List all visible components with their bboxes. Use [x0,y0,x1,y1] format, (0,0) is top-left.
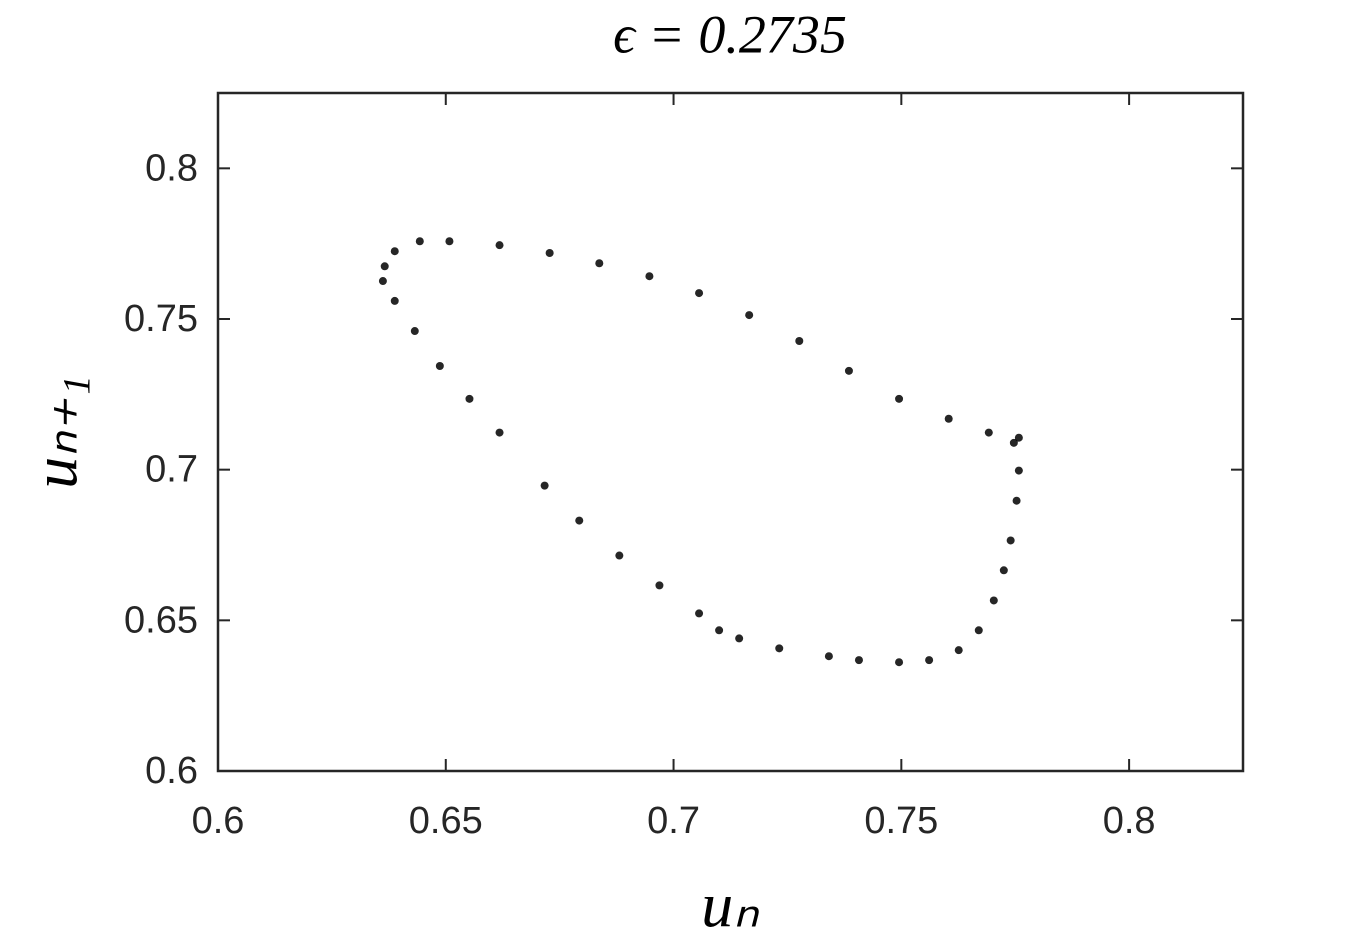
point [974,626,983,635]
point [595,259,604,268]
point [895,394,904,403]
point [824,652,833,661]
plot-frame [216,91,1245,773]
point [1014,466,1023,475]
point [445,237,454,246]
point [410,327,419,336]
point [715,626,724,635]
x-tick-label: 0.8 [1103,800,1156,842]
point [745,311,754,320]
point [1009,438,1018,447]
point [989,596,998,605]
x-tick-label: 0.6 [192,800,245,842]
point [415,237,424,246]
point [695,609,704,618]
point [380,262,389,271]
point [895,658,904,667]
y-tick-label: 0.75 [124,298,198,340]
point [695,289,704,298]
point [495,428,504,437]
point [575,516,584,525]
y-tick-label: 0.6 [145,750,198,792]
point [854,656,863,665]
point [984,428,993,437]
point [435,362,444,371]
point [925,656,934,665]
x-tick-label: 0.7 [647,800,700,842]
y-axis-label: uₙ₊₁ [20,375,91,489]
point [465,394,474,403]
point [795,336,804,345]
y-tick-label: 0.7 [145,449,198,491]
point [844,366,853,375]
point [954,646,963,655]
point [944,414,953,423]
point [655,581,664,590]
point [545,249,554,258]
y-tick-label: 0.8 [145,147,198,189]
chart-title: ϵ = 0.2735 [613,4,847,64]
point [1012,496,1021,505]
point [775,644,784,653]
x-tick-label: 0.75 [864,800,938,842]
point [495,241,504,250]
point [1006,536,1015,545]
point [735,634,744,643]
point [999,566,1008,575]
point [1014,433,1023,442]
point [615,551,624,560]
point [645,272,654,281]
point [390,296,399,305]
point [540,481,549,490]
x-axis-label: uₙ [701,870,760,941]
y-tick-label: 0.65 [124,599,198,641]
x-tick-label: 0.65 [409,800,483,842]
point [378,277,387,286]
point [390,247,399,256]
